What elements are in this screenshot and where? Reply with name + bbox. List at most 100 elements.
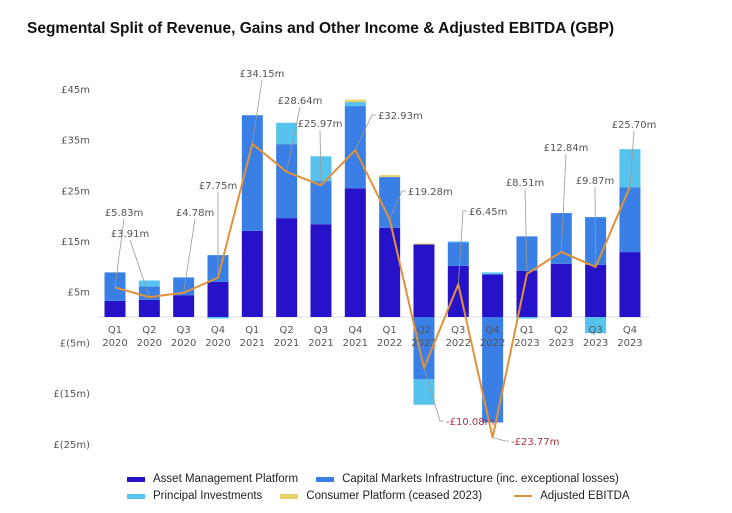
bar-segment <box>207 282 229 317</box>
legend-swatch <box>127 476 145 482</box>
bar-segment <box>482 272 504 275</box>
bar-segment <box>379 175 401 178</box>
leader-line <box>129 239 150 298</box>
bar-segment <box>138 280 160 287</box>
x-tick-label: Q3 2023 <box>583 325 608 349</box>
x-tick-label: Q3 2021 <box>308 325 333 349</box>
ebitda-data-label: -£10.08m <box>446 417 494 428</box>
y-tick-label: £25m <box>61 186 90 197</box>
y-tick-label: £(5m) <box>60 338 90 349</box>
x-tick-label: Q1 2020 <box>102 325 127 349</box>
chart-title: Segmental Split of Revenue, Gains and Ot… <box>27 20 615 37</box>
legend-label: Consumer Platform (ceased 2023) <box>306 490 483 502</box>
bar-segment <box>413 317 435 380</box>
leader-line <box>319 129 322 186</box>
bar-segment <box>379 177 401 228</box>
legend-swatch <box>316 476 335 482</box>
bar-segment <box>516 270 538 317</box>
x-tick-label: Q1 2022 <box>377 325 402 349</box>
y-tick-label: £(25m) <box>53 440 90 451</box>
ebitda-data-label: £25.97m <box>298 119 343 130</box>
x-tick-label: Q2 2023 <box>549 325 574 349</box>
x-tick-label: Q4 2021 <box>343 325 368 349</box>
bar-segment <box>276 122 298 145</box>
legend-label: Adjusted EBITDA <box>540 490 630 502</box>
ebitda-data-label: £8.51m <box>506 178 544 189</box>
bar-segment <box>310 181 332 225</box>
ebitda-data-label: £3.91m <box>111 229 149 240</box>
ebitda-data-label: £34.15m <box>240 69 285 80</box>
legend-label: Capital Markets Infrastructure (inc. exc… <box>342 473 619 485</box>
x-tick-label: Q2 2021 <box>274 325 299 349</box>
bar-segment <box>104 300 126 317</box>
y-tick-label: £5m <box>68 288 90 299</box>
legend-item-asset-management: Asset Management Platform <box>127 473 298 485</box>
y-tick-label: £45m <box>61 85 90 96</box>
ebitda-data-label: £12.84m <box>544 143 589 154</box>
ebitda-data-label: £5.83m <box>105 208 143 219</box>
bar-segment <box>447 265 469 317</box>
x-tick-label: Q1 2021 <box>240 325 265 349</box>
leader-line <box>560 153 567 252</box>
ebitda-data-label: £28.64m <box>278 96 323 107</box>
bar-segment <box>585 317 607 334</box>
bar-segment <box>138 299 160 317</box>
bar-segment <box>619 252 641 317</box>
ebitda-data-label: £4.78m <box>176 208 214 219</box>
bar-segment <box>550 213 572 264</box>
bar-segment <box>344 99 366 103</box>
bar-segment <box>173 295 195 317</box>
ebitda-data-label: £9.87m <box>576 176 614 187</box>
bar-segment <box>619 149 641 188</box>
x-tick-label: Q4 2020 <box>205 325 230 349</box>
leader-line <box>524 188 528 274</box>
bar-segment <box>482 274 504 317</box>
bar-segment <box>344 106 366 189</box>
bar-segment <box>447 242 469 266</box>
bar-segment <box>241 230 263 317</box>
bar-segment <box>207 317 229 319</box>
leader-line <box>183 218 196 293</box>
bar-segment <box>516 236 538 271</box>
legend-item-principal-investments: Principal Investments <box>127 490 262 502</box>
x-tick-label: Q4 2023 <box>617 325 642 349</box>
leader-line <box>251 79 263 144</box>
legend-swatch <box>127 493 145 499</box>
bar-segment <box>379 227 401 317</box>
x-tick-label: Q3 2020 <box>171 325 196 349</box>
bar-segment <box>310 224 332 317</box>
x-tick-label: Q2 2022 <box>411 325 436 349</box>
ebitda-data-label: £19.28m <box>408 187 453 198</box>
x-tick-label: Q2 2020 <box>137 325 162 349</box>
ebitda-data-label: £25.70m <box>612 120 657 131</box>
y-tick-label: £(15m) <box>53 389 90 400</box>
bar-segment <box>585 264 607 317</box>
leader-line <box>629 130 635 187</box>
legend: Asset Management Platform Capital Market… <box>127 473 630 507</box>
leader-line <box>286 106 301 172</box>
legend-label: Asset Management Platform <box>153 473 299 485</box>
legend-label: Principal Investments <box>153 490 263 502</box>
bar-segment <box>413 244 435 317</box>
bar-segment <box>619 187 641 253</box>
ebitda-data-label: -£23.77m <box>511 437 559 448</box>
bar-segment <box>413 243 435 245</box>
bar-segment <box>276 218 298 317</box>
y-tick-label: £15m <box>61 237 90 248</box>
leader-line <box>594 186 597 267</box>
bar-segment <box>447 241 469 243</box>
bar-segment <box>241 115 263 231</box>
leader-line <box>423 367 444 422</box>
leader-line <box>492 437 509 442</box>
legend-swatch <box>514 495 533 497</box>
legend-swatch <box>280 493 299 499</box>
bar-segment <box>482 317 504 423</box>
leader-line <box>389 190 406 220</box>
ebitda-data-label: £32.93m <box>378 111 423 122</box>
leader-line <box>114 218 125 288</box>
bar-segment <box>550 263 572 317</box>
y-tick-label: £35m <box>61 136 90 147</box>
x-tick-label: Q1 2023 <box>514 325 539 349</box>
ebitda-line <box>114 142 631 439</box>
